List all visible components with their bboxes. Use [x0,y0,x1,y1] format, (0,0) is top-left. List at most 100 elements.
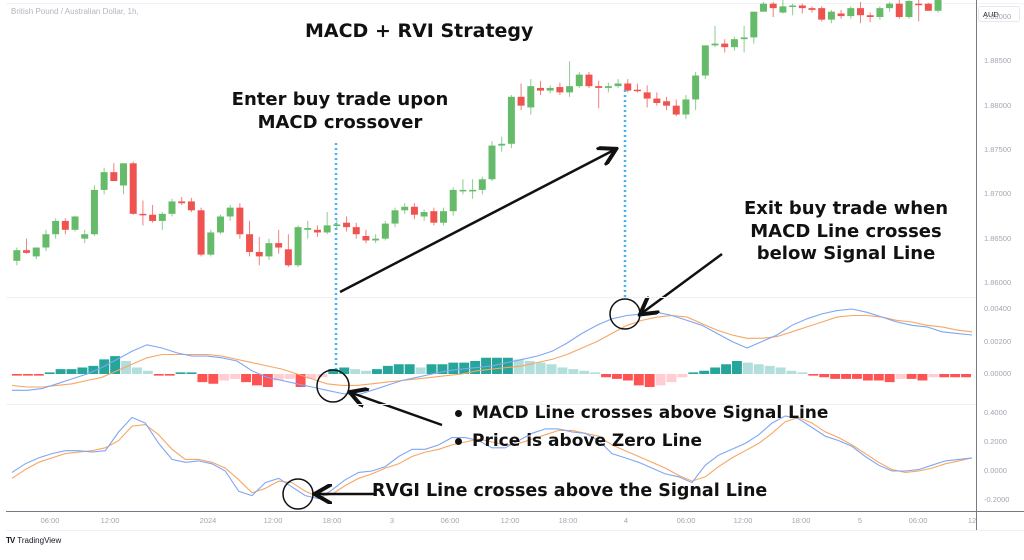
candle-body [546,87,554,91]
candle-body [585,74,593,87]
macd-histogram-bar [208,374,219,384]
macd-histogram-bar [950,374,961,378]
macd-histogram-bar [372,369,382,374]
candle-body [32,247,40,257]
pane-separator-macd-rvgi[interactable] [6,404,976,405]
macd-histogram-bar [808,374,819,376]
macd-histogram-bar [819,374,830,378]
macd-histogram-bar [862,374,873,381]
candle-body [372,238,380,241]
candle-body [23,250,31,253]
macd-histogram-bar [764,365,775,374]
candle-body [556,87,564,93]
entry-conditions-list: MACD Line crosses above Signal Line Pric… [455,399,828,455]
macd-histogram-bar [917,374,928,381]
condition-item: Price is above Zero Line [455,427,828,455]
candle-body [711,43,719,46]
chart-frame [6,3,1024,519]
candle-body [420,212,428,217]
macd-histogram-bar [579,370,590,374]
candle-body [934,0,942,11]
candle-body [701,45,709,76]
pane-separator-price-macd[interactable] [6,297,976,298]
candle-body [818,8,826,20]
candle-body [313,229,321,233]
macd-histogram-bar [252,374,262,386]
exit-annotation-line1: Exit buy trade when [743,198,949,219]
candle-body [566,86,574,93]
candle-body [352,227,360,235]
candle-body [682,99,690,115]
macd-exit-circle [609,298,641,330]
candle-body [90,189,98,235]
candle-body [498,143,506,146]
candle-body [856,8,864,16]
candle-body [604,86,612,88]
macd-histogram-bar [448,362,459,374]
price-tick-label: 1.89000 [984,12,1012,21]
bullet-icon [455,437,462,445]
time-tick-label: 18:00 [558,516,578,525]
candle-body [663,101,671,106]
macd-histogram-bar [44,372,55,374]
price-tick-label: 1.88500 [984,56,1012,66]
macd-histogram-bar [33,374,44,376]
time-tick-label: 5 [857,516,863,525]
candle-body [837,13,845,17]
candle-body [440,211,448,223]
macd-histogram-bar [590,372,601,374]
macd-cross-arrow [352,393,443,427]
exit-annotation-line2: MACD Line crosses [750,220,942,242]
macd-histogram-bar [219,374,230,381]
currency-badge[interactable]: AUD [978,6,1020,22]
macd-histogram-bar [666,374,677,383]
candle-body [61,220,69,230]
macd-histogram-bar [524,361,535,374]
tradingview-logo[interactable]: TV TradingView [6,536,61,545]
candle-body [100,172,108,190]
macd-histogram-bar [415,367,426,374]
candle-body [343,222,351,228]
candle-body [905,1,913,17]
candle-body [633,89,641,92]
macd-histogram-bar [841,374,851,379]
macd-histogram-bar [142,370,153,374]
macd-histogram-bar [273,374,284,381]
candle-body [149,214,157,221]
macd-histogram-bar [317,374,328,378]
macd-histogram-bar [241,374,251,383]
macd-histogram-bar [655,374,666,386]
time-tick-label: 2024 [199,516,217,525]
macd-histogram-bar [197,374,208,383]
exit-annotation: Exit buy trade when MACD Line crosses be… [736,198,956,266]
macd-line [12,308,973,396]
macd-histogram-bar [895,374,906,379]
candle-body [401,206,409,211]
macd-histogram-bar [164,374,175,376]
tradingview-brand: TradingView [17,536,62,545]
candle-body [187,201,195,211]
exit-arrow [642,252,723,313]
rvgi-tick-label: 0.2000 [984,437,1007,446]
candle-body [304,228,312,230]
candle-body [362,236,370,241]
macd-histogram-bar [568,369,579,374]
entry-annotation-line1: Enter buy trade upon [231,89,449,110]
rvgi-tick-label: -0.2000 [984,495,1010,504]
candle-body [808,8,816,10]
candle-body [207,232,215,255]
macd-histogram-bar [77,367,88,374]
macd-tick-label: 0.00000 [984,369,1012,378]
symbol-title: British Pound / Australian Dollar, 1h, [11,7,139,16]
time-axis[interactable] [6,512,1024,531]
candle-body [876,8,884,17]
tradingview-logo-icon: TV [6,536,15,545]
macd-histogram-bar [546,364,557,374]
macd-histogram-bar [328,369,339,374]
macd-histogram-bar [906,374,917,379]
candle-body [294,227,302,266]
macd-histogram-bar [153,374,164,376]
candle-body [866,15,874,17]
candle-body [507,96,515,144]
